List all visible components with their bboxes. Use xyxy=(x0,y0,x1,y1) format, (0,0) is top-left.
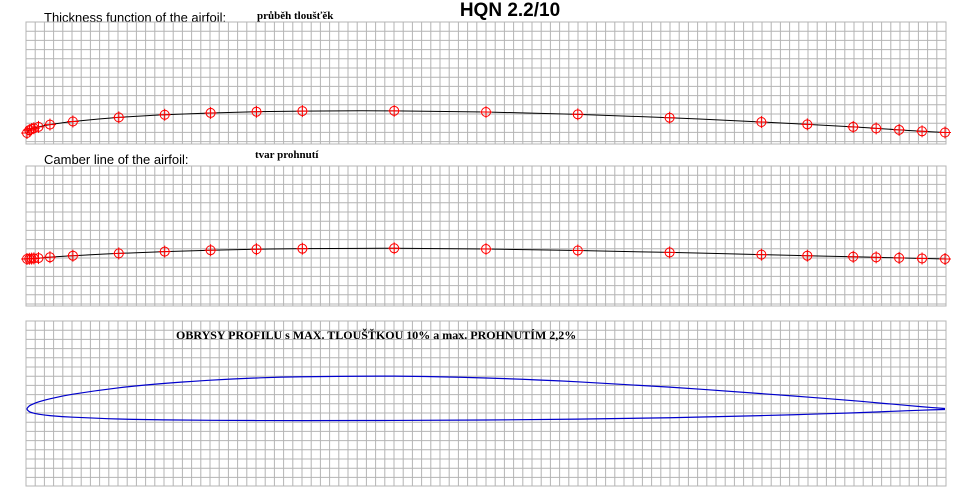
camber-panel xyxy=(21,165,951,307)
data-point-marker xyxy=(847,250,860,263)
data-point-marker xyxy=(939,126,951,139)
camber-label: Camber line of the airfoil: xyxy=(44,152,189,167)
data-point-marker xyxy=(801,249,814,262)
outline-label: OBRYSY PROFILU s MAX. TLOUŠŤKOU 10% a ma… xyxy=(176,328,577,342)
data-point-marker xyxy=(32,120,45,133)
data-point-marker xyxy=(43,251,56,264)
data-point-marker xyxy=(250,243,263,256)
outline-panel xyxy=(25,320,947,487)
data-point-marker xyxy=(755,248,768,261)
data-point-marker xyxy=(158,245,171,258)
data-point-marker xyxy=(847,120,860,133)
chart-title: HQN 2.2/10 xyxy=(459,0,561,21)
thickness-panel xyxy=(21,21,951,145)
data-point-marker xyxy=(296,242,309,255)
data-point-marker xyxy=(66,115,79,128)
data-point-marker xyxy=(893,251,906,264)
data-point-marker xyxy=(916,252,929,265)
thickness-label-cz: průběh tloušťěk xyxy=(257,10,334,22)
data-point-marker xyxy=(112,247,125,260)
data-point-marker xyxy=(663,246,676,259)
data-point-marker xyxy=(204,244,217,257)
thickness-label: Thickness function of the airfoil: xyxy=(44,10,227,25)
data-point-marker xyxy=(66,249,79,262)
data-point-marker xyxy=(388,104,401,117)
data-point-marker xyxy=(250,105,263,118)
data-point-marker xyxy=(755,116,768,129)
data-point-marker xyxy=(916,125,929,138)
data-point-marker xyxy=(296,105,309,118)
data-point-marker xyxy=(32,252,45,265)
data-point-marker xyxy=(939,253,951,265)
data-point-marker xyxy=(204,106,217,119)
data-point-marker xyxy=(43,118,56,131)
camber-label-cz: tvar prohnutí xyxy=(255,149,319,161)
data-point-marker xyxy=(870,251,883,264)
data-point-marker xyxy=(663,111,676,124)
data-point-marker xyxy=(893,123,906,136)
data-point-marker xyxy=(571,244,584,257)
data-point-marker xyxy=(480,243,492,256)
data-point-marker xyxy=(801,118,814,131)
data-point-marker xyxy=(480,105,492,118)
data-point-marker xyxy=(388,242,401,255)
airfoil-outline xyxy=(26,375,946,422)
data-point-marker xyxy=(112,111,125,124)
data-point-marker xyxy=(158,108,171,121)
data-point-marker xyxy=(870,122,883,135)
data-point-marker xyxy=(571,108,584,121)
